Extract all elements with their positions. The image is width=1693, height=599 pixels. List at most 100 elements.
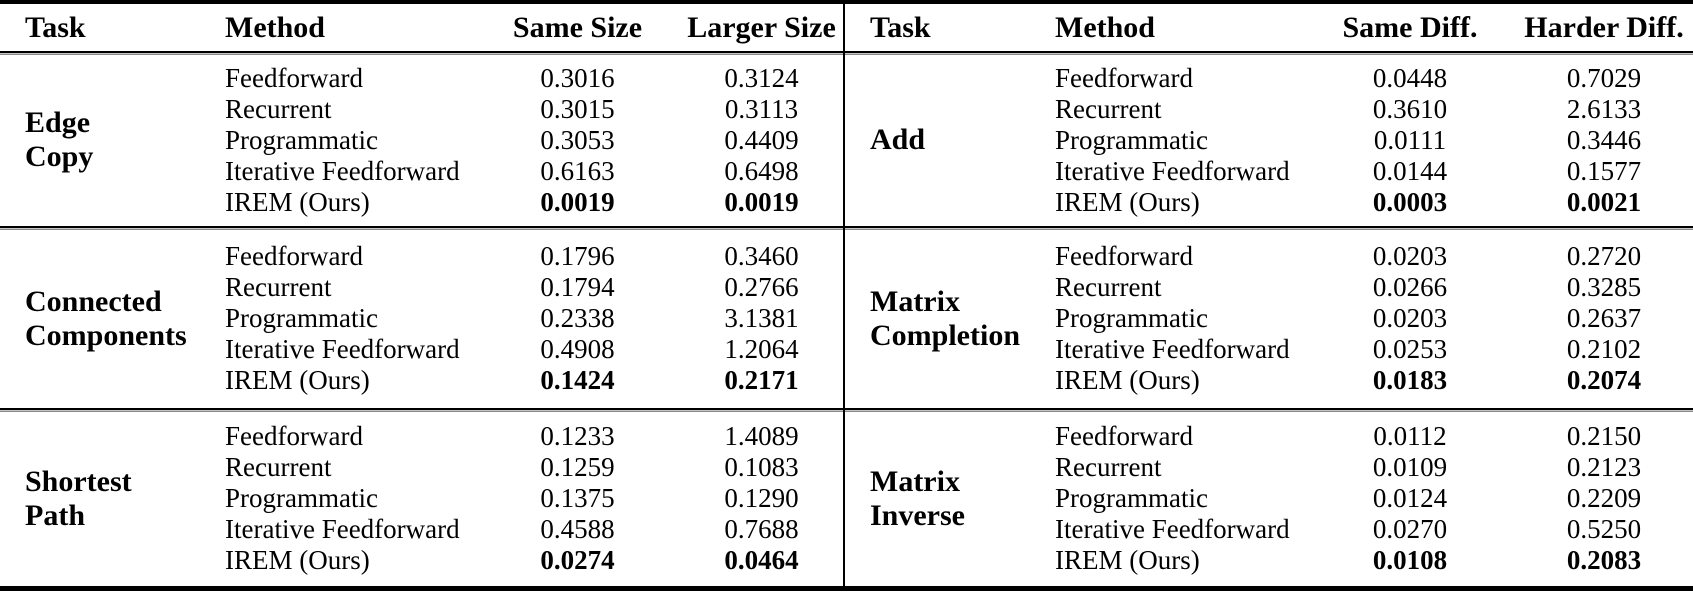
value-cell: 0.2766 <box>724 272 799 302</box>
method-cell: Iterative Feedforward <box>1055 334 1290 364</box>
value-cell: 0.1233 <box>540 421 615 451</box>
value-cell: 0.6163 <box>540 155 615 186</box>
method-cell: Feedforward <box>1055 62 1193 93</box>
value-cell: 0.6498 <box>724 155 799 186</box>
task-label: Edge Copy <box>0 63 225 218</box>
task-section: Matrix Inverse Feedforward 0.0112 0.2150 Recu… <box>845 411 1693 586</box>
task-label-line: Matrix <box>870 284 960 318</box>
column-header-method: Method <box>225 10 325 44</box>
method-cell: IREM (Ours) <box>1055 186 1200 217</box>
value-cell: 0.2209 <box>1566 483 1642 513</box>
method-cell: Programmatic <box>1055 124 1208 155</box>
value-cell: 0.0183 <box>1372 365 1448 395</box>
method-cell: IREM (Ours) <box>225 186 370 217</box>
task-section: Matrix Completion Feedforward 0.0203 0.2720 R… <box>845 229 1693 408</box>
task-label-line: Completion <box>870 318 1020 352</box>
value-cell: 0.1290 <box>724 483 799 513</box>
method-cell: Recurrent <box>225 272 332 302</box>
value-cell: 0.0448 <box>1372 62 1448 93</box>
value-cell: 3.1381 <box>724 303 799 333</box>
value-cell: 0.4908 <box>540 334 615 364</box>
column-header-task: Task <box>870 10 931 44</box>
value-cell: 0.0203 <box>1372 303 1448 333</box>
method-cell: IREM (Ours) <box>1055 545 1200 575</box>
method-cell: Programmatic <box>225 483 378 513</box>
value-cell: 0.1794 <box>540 272 615 302</box>
task-section: Add Feedforward 0.0448 0.7029 Recurrent 0.361… <box>845 54 1693 226</box>
value-cell: 0.3053 <box>540 124 615 155</box>
method-cell: Recurrent <box>1055 452 1162 482</box>
value-cell: 0.1259 <box>540 452 615 482</box>
task-label: Add <box>845 63 1055 218</box>
value-cell: 0.3610 <box>1372 93 1448 124</box>
value-cell: 0.2338 <box>540 303 615 333</box>
section-rule-1 <box>0 226 1693 230</box>
task-label: Shortest Path <box>0 421 225 576</box>
value-cell: 0.0021 <box>1566 186 1642 217</box>
value-cell: 0.4588 <box>540 514 615 544</box>
method-cell: Programmatic <box>225 303 378 333</box>
method-cell: Recurrent <box>225 452 332 482</box>
value-cell: 0.0270 <box>1372 514 1448 544</box>
value-cell: 0.2074 <box>1566 365 1642 395</box>
column-header-method: Method <box>1055 10 1155 44</box>
method-cell: Recurrent <box>1055 93 1162 124</box>
value-cell: 0.3446 <box>1566 124 1642 155</box>
task-label-line: Edge <box>25 106 91 139</box>
value-cell: 0.3113 <box>724 93 799 124</box>
value-cell: 0.1375 <box>540 483 615 513</box>
header-rule <box>0 51 1693 55</box>
method-cell: Recurrent <box>1055 272 1162 302</box>
left-table-body: Edge Copy Feedforward 0.3016 0.3124 Recurrent… <box>0 54 843 586</box>
value-cell: 0.0111 <box>1373 124 1447 155</box>
task-label: Matrix Inverse <box>845 421 1055 576</box>
task-section: Edge Copy Feedforward 0.3016 0.3124 Recurrent… <box>0 54 843 226</box>
task-section: Connected Components Feedforward 0.1796 0.34… <box>0 229 843 408</box>
method-cell: Iterative Feedforward <box>225 155 460 186</box>
method-cell: Feedforward <box>1055 241 1193 271</box>
value-cell: 0.1083 <box>724 452 799 482</box>
bottom-rule <box>0 586 1693 591</box>
task-label-line: Add <box>870 123 926 156</box>
left-table-header-row: Task Method Same Size Larger Size <box>0 4 843 51</box>
method-cell: IREM (Ours) <box>1055 365 1200 395</box>
method-cell: Feedforward <box>225 241 363 271</box>
task-label-line: Inverse <box>870 498 965 532</box>
value-cell: 0.0266 <box>1372 272 1448 302</box>
value-cell: 0.7029 <box>1566 62 1642 93</box>
value-cell: 0.4409 <box>724 124 799 155</box>
value-cell: 0.0144 <box>1372 155 1448 186</box>
value-cell: 2.6133 <box>1566 93 1642 124</box>
method-cell: Programmatic <box>1055 483 1208 513</box>
value-cell: 0.0019 <box>724 186 799 217</box>
method-cell: Iterative Feedforward <box>1055 155 1290 186</box>
value-cell: 0.1796 <box>540 241 615 271</box>
top-rule <box>0 0 1693 4</box>
value-cell: 0.0464 <box>724 545 799 575</box>
center-divider-rule <box>843 4 845 586</box>
right-table-header-row: Task Method Same Diff. Harder Diff. <box>845 4 1693 51</box>
method-cell: Feedforward <box>225 62 363 93</box>
value-cell: 0.0124 <box>1372 483 1448 513</box>
right-table-body: Add Feedforward 0.0448 0.7029 Recurrent 0.361… <box>845 54 1693 586</box>
column-header-larger-size: Larger Size <box>687 10 836 44</box>
value-cell: 1.2064 <box>724 334 799 364</box>
value-cell: 0.1424 <box>540 365 615 395</box>
value-cell: 0.3016 <box>540 62 615 93</box>
method-cell: Programmatic <box>225 124 378 155</box>
value-cell: 0.0019 <box>540 186 615 217</box>
task-label-line: Matrix <box>870 464 960 498</box>
column-header-harder-diff: Harder Diff. <box>1524 10 1684 44</box>
value-cell: 1.4089 <box>724 421 799 451</box>
method-cell: Recurrent <box>225 93 332 124</box>
value-cell: 0.3285 <box>1566 272 1642 302</box>
task-label: Matrix Completion <box>845 241 1055 396</box>
task-label: Connected Components <box>0 241 225 396</box>
task-label-line: Connected <box>25 284 162 318</box>
value-cell: 0.2083 <box>1566 545 1642 575</box>
column-header-same-size: Same Size <box>512 10 643 44</box>
value-cell: 0.7688 <box>724 514 799 544</box>
column-header-same-diff: Same Diff. <box>1342 10 1478 44</box>
method-cell: IREM (Ours) <box>225 545 370 575</box>
